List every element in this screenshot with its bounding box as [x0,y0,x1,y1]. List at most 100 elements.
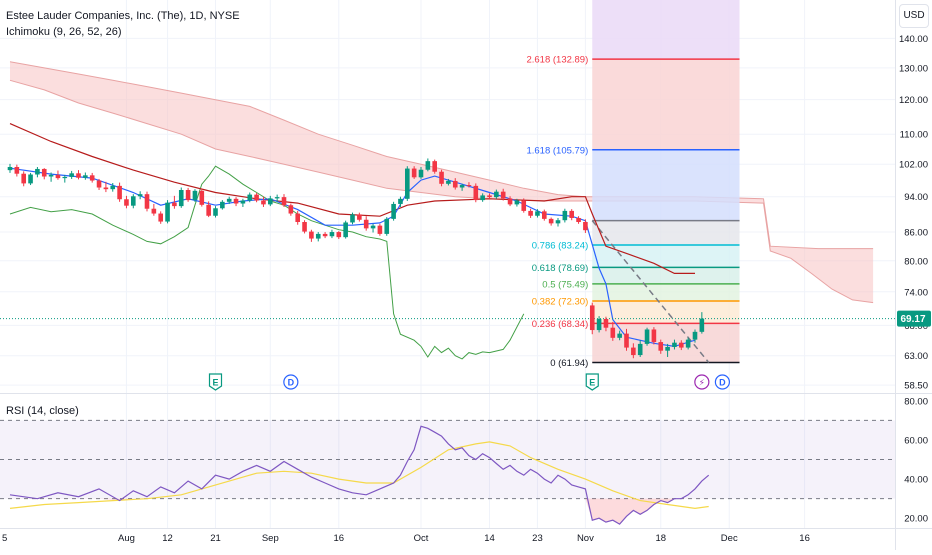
candle [363,216,369,231]
candle [487,193,492,199]
candle-body [631,347,636,356]
candle [357,212,362,222]
candle [274,194,280,202]
time-axis-tick-label: 14 [484,533,495,544]
candle-body [274,197,280,199]
time-axis-tick-label: 5 [2,533,7,544]
event-marker-icon [283,374,299,390]
fib-zone-786 [592,245,740,268]
candle-body [432,161,437,172]
candle [261,196,266,207]
candle [309,229,314,242]
candle [192,189,198,202]
candle-body [185,189,191,201]
candle-body [192,190,198,201]
price-axis-tick-label: 94.00 [904,192,928,203]
candle [83,172,88,180]
candle-body [542,211,547,219]
candle-body [288,205,294,214]
candle-body [377,225,383,234]
price-axis-tick-label: 74.00 [904,287,928,298]
axis-layer: 140.00 130.00 120.00 110.00 102.00 94.00 86.00… [2,34,931,544]
candle-body [500,191,506,199]
time-axis-tick-label: 16 [334,533,345,544]
candle [35,166,40,178]
candle [631,343,636,359]
candle [576,216,581,224]
candle [370,223,376,233]
time-axis-tick-label: 16 [799,533,810,544]
fib-zone-236 [592,323,740,363]
candle [343,220,348,239]
earnings-marker-icon [208,373,223,391]
candle [268,195,273,207]
candle-body [220,201,225,209]
event-marker: ⚡ [694,374,710,390]
candle-body [83,175,88,178]
price-axis-tick-label: 140.00 [899,34,928,45]
candle-body [644,329,650,344]
candle-body [199,190,205,205]
candle [418,166,424,179]
candle [411,166,417,179]
candle [117,182,122,202]
fib-level-label: 0.5 (75.49) [542,279,588,290]
candle [165,200,170,224]
candle [288,203,294,216]
ichimoku-legend[interactable]: Ichimoku (9, 26, 52, 26) [6,26,122,38]
candle-body [405,168,410,199]
candle [144,191,150,212]
time-axis-tick-label: Aug [118,533,135,544]
candle [178,187,184,208]
candle-body [569,210,574,218]
candle [62,174,68,183]
candle [617,330,622,341]
price-axis-tick-label: 102.00 [899,160,928,171]
time-axis-tick-label: 21 [210,533,221,544]
candle [589,302,595,335]
fib-level-label: 0.786 (83.24) [532,241,589,252]
candle [624,328,629,351]
candle [199,188,205,207]
candle [555,217,561,227]
rsi-legend[interactable]: RSI (14, close) [6,405,79,417]
currency-button[interactable]: USD [899,4,929,28]
event-marker: E [208,373,223,391]
candle-body [322,233,328,237]
candle-body [329,232,335,237]
candle-body [494,191,499,198]
candle [240,198,246,207]
candle-body [76,173,81,178]
candle [651,327,657,345]
candle-body [384,218,390,234]
candle-body [418,169,424,178]
cloud-lower-line [9,79,874,304]
candle [377,223,383,236]
candle-body [41,168,47,177]
price-axis-tick-label: 120.00 [899,95,928,106]
candle-body [110,185,116,190]
candle-body [459,185,465,188]
candle [446,178,451,186]
price-axis-tick-label: 110.00 [900,130,928,141]
event-marker: D [283,374,299,390]
time-axis-tick-label: Nov [577,533,594,544]
candle [185,187,191,202]
candle [41,168,47,180]
candle-body [473,185,479,201]
fib-trend-line [591,220,710,363]
candle-body [685,339,691,348]
candle [247,192,253,203]
candle-body [21,173,26,184]
fib-level-label: 0.236 (68.34) [532,319,589,330]
candle-body [281,197,287,206]
base-line [9,123,695,274]
rsi-axis-tick-label: 20.00 [904,514,928,525]
candle-body [555,220,561,224]
candle [226,196,232,204]
candle [124,195,129,209]
candle-body [309,231,314,239]
candle [131,194,136,209]
chart-title[interactable]: Estee Lauder Companies, Inc. (The), 1D, … [6,10,240,22]
